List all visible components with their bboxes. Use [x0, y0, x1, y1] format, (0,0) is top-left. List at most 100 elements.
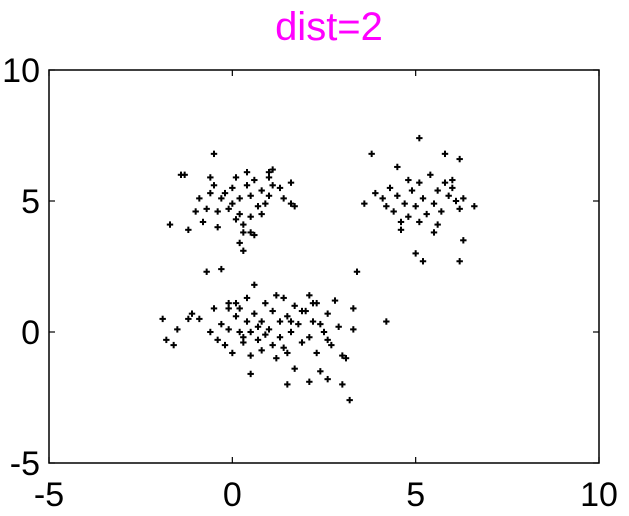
- scatter-point: [298, 307, 306, 315]
- scatter-point: [408, 187, 416, 194]
- scatter-point: [386, 184, 394, 192]
- scatter-point: [306, 378, 313, 385]
- scatter-point: [269, 341, 276, 349]
- scatter-point: [207, 174, 214, 181]
- scatter-point: [353, 268, 361, 275]
- y-tick-label: 0: [21, 314, 40, 352]
- scatter-point: [298, 339, 306, 346]
- scatter-point: [452, 197, 460, 205]
- scatter-point: [284, 381, 291, 388]
- scatter-point: [295, 320, 302, 328]
- scatter-point: [430, 229, 438, 236]
- scatter-point: [441, 179, 449, 186]
- scatter-point: [236, 195, 243, 202]
- scatter-point: [306, 334, 313, 341]
- y-tick-label: 10: [2, 52, 40, 90]
- scatter-point: [273, 355, 280, 362]
- scatter-point: [265, 174, 273, 181]
- y-tick-label: 5: [21, 183, 40, 221]
- scatter-point: [423, 210, 430, 218]
- scatter-point: [243, 294, 251, 302]
- scatter-point: [280, 294, 287, 302]
- x-tick-label: 10: [580, 476, 618, 514]
- scatter-point: [456, 205, 463, 213]
- scatter-point: [434, 187, 441, 194]
- scatter-point: [449, 184, 456, 192]
- scatter-point: [350, 305, 357, 312]
- scatter-point: [251, 281, 258, 289]
- scatter-point: [460, 195, 467, 202]
- scatter-point: [236, 305, 243, 312]
- scatter-point: [456, 155, 463, 163]
- scatter-point: [243, 318, 251, 325]
- scatter-point: [324, 375, 331, 383]
- scatter-point: [317, 368, 324, 375]
- scatter-point: [419, 258, 427, 265]
- scatter-point: [229, 349, 236, 357]
- scatter-point: [309, 318, 317, 325]
- scatter-point: [240, 221, 247, 228]
- scatter-point: [265, 326, 273, 333]
- scatter-points: [159, 134, 478, 404]
- scatter-point: [317, 320, 324, 328]
- scatter-point: [232, 299, 240, 307]
- scatter-point: [342, 355, 350, 362]
- scatter-point: [456, 258, 463, 265]
- scatter-point: [254, 323, 262, 330]
- scatter-point: [166, 221, 174, 228]
- scatter-point: [416, 218, 423, 226]
- scatter-point: [405, 176, 412, 184]
- scatter-point: [372, 189, 379, 197]
- scatter-point: [324, 336, 331, 344]
- scatter-point: [416, 134, 423, 142]
- scatter-point: [269, 182, 276, 189]
- x-tick-label: -5: [34, 476, 64, 514]
- y-tick-label: -5: [10, 445, 40, 483]
- scatter-point: [254, 336, 262, 344]
- scatter-point: [214, 208, 221, 215]
- scatter-point: [394, 163, 401, 171]
- scatter-point: [401, 200, 408, 207]
- scatter-point: [247, 229, 254, 236]
- scatter-point: [339, 381, 346, 388]
- scatter-point: [240, 247, 247, 254]
- scatter-point: [221, 341, 229, 349]
- scatter-point: [185, 315, 192, 323]
- scatter-point: [243, 182, 251, 189]
- scatter-point: [258, 318, 265, 325]
- scatter-point: [269, 166, 276, 173]
- scatter-point: [331, 297, 339, 304]
- scatter-point: [236, 328, 243, 336]
- scatter-point: [383, 318, 390, 325]
- scatter-point: [243, 168, 251, 176]
- scatter-point: [225, 205, 232, 213]
- scatter-point: [229, 200, 236, 207]
- x-tick-label: 5: [406, 476, 425, 514]
- scatter-point: [438, 208, 445, 215]
- scatter-point: [291, 203, 298, 210]
- scatter-point: [379, 195, 386, 202]
- scatter-point: [251, 310, 258, 317]
- scatter-point: [434, 221, 441, 228]
- scatter-point: [232, 313, 240, 320]
- scatter-point: [214, 336, 221, 344]
- scatter-point: [397, 218, 405, 226]
- scatter-point: [163, 336, 170, 344]
- scatter-point: [276, 318, 284, 325]
- scatter-point: [240, 229, 247, 236]
- scatter-point: [225, 326, 232, 333]
- scatter-point: [339, 352, 346, 359]
- scatter-point: [203, 268, 210, 275]
- scatter-point: [170, 341, 177, 349]
- scatter-point: [460, 237, 467, 244]
- scatter-point: [221, 189, 229, 197]
- scatter-point: [251, 231, 258, 239]
- scatter-point: [199, 218, 207, 226]
- scatter-point: [280, 195, 287, 202]
- scatter-point: [412, 250, 419, 257]
- scatter-point: [236, 210, 243, 218]
- scatter-point: [214, 224, 221, 231]
- scatter-point: [287, 179, 295, 186]
